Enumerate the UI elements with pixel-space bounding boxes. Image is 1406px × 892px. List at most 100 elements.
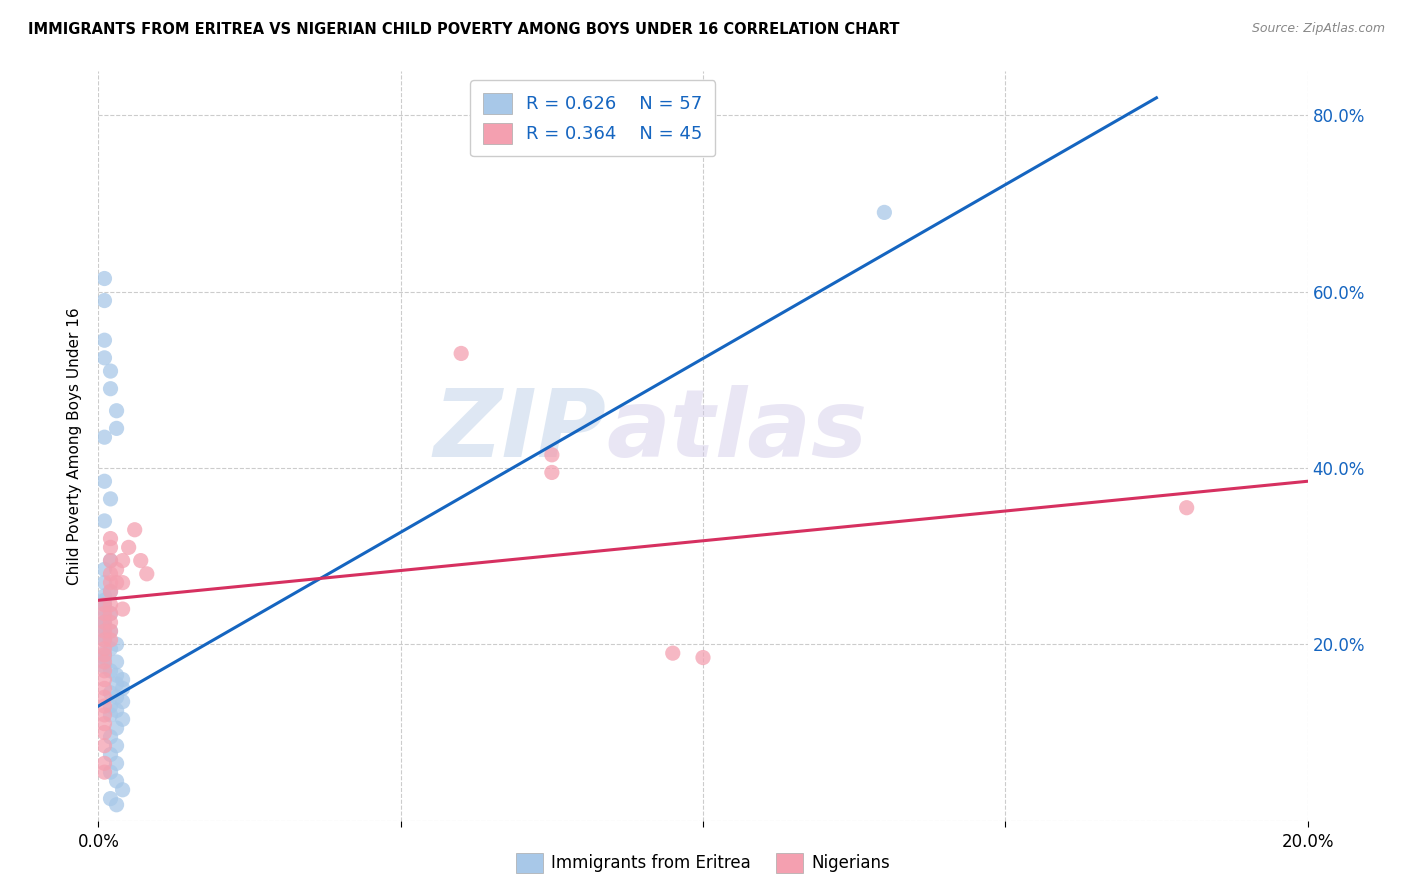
Point — [100, 699, 122, 714]
Point — [100, 575, 122, 590]
Point — [93, 351, 115, 365]
Point — [111, 695, 134, 709]
Point — [93, 611, 115, 625]
Point — [105, 637, 128, 651]
Point — [100, 632, 122, 647]
Point — [93, 293, 115, 308]
Point — [540, 448, 562, 462]
Point — [100, 664, 122, 678]
Point — [100, 607, 122, 621]
Text: ZIP: ZIP — [433, 385, 606, 477]
Point — [93, 659, 115, 673]
Point — [93, 607, 115, 621]
Point — [93, 632, 115, 647]
Point — [661, 646, 683, 660]
Point — [93, 650, 115, 665]
Legend: R = 0.626    N = 57, R = 0.364    N = 45: R = 0.626 N = 57, R = 0.364 N = 45 — [470, 80, 716, 156]
Point — [100, 624, 122, 639]
Point — [692, 650, 714, 665]
Point — [93, 664, 115, 678]
Point — [111, 782, 134, 797]
Point — [93, 615, 115, 630]
Point — [100, 707, 122, 722]
Point — [93, 707, 115, 722]
Text: Source: ZipAtlas.com: Source: ZipAtlas.com — [1251, 22, 1385, 36]
Point — [100, 607, 122, 621]
Point — [100, 730, 122, 744]
Point — [100, 765, 122, 780]
Point — [129, 553, 152, 567]
Point — [100, 553, 122, 567]
Point — [93, 620, 115, 634]
Point — [93, 562, 115, 576]
Point — [93, 725, 115, 739]
Point — [135, 566, 157, 581]
Point — [111, 553, 134, 567]
Point — [105, 774, 128, 789]
Point — [93, 648, 115, 662]
Point — [1175, 500, 1198, 515]
Point — [105, 756, 128, 771]
Point — [105, 703, 128, 717]
Point — [111, 602, 134, 616]
Point — [540, 466, 562, 480]
Point — [100, 584, 122, 599]
Point — [93, 628, 115, 642]
Point — [105, 797, 128, 812]
Point — [105, 739, 128, 753]
Point — [93, 756, 115, 771]
Point — [93, 765, 115, 780]
Point — [93, 271, 115, 285]
Point — [100, 584, 122, 599]
Point — [93, 514, 115, 528]
Point — [450, 346, 472, 360]
Point — [93, 655, 115, 669]
Point — [100, 566, 122, 581]
Point — [100, 532, 122, 546]
Point — [105, 690, 128, 705]
Point — [105, 668, 128, 682]
Point — [93, 673, 115, 687]
Point — [100, 553, 122, 567]
Point — [105, 655, 128, 669]
Point — [100, 641, 122, 656]
Point — [93, 716, 115, 731]
Point — [111, 681, 134, 696]
Point — [93, 690, 115, 705]
Point — [100, 364, 122, 378]
Point — [105, 677, 128, 691]
Text: atlas: atlas — [606, 385, 868, 477]
Point — [105, 575, 128, 590]
Point — [105, 562, 128, 576]
Point — [873, 205, 896, 219]
Point — [100, 747, 122, 762]
Point — [124, 523, 146, 537]
Point — [93, 632, 115, 647]
Point — [105, 403, 128, 417]
Point — [93, 589, 115, 603]
Point — [93, 475, 115, 489]
Point — [118, 541, 141, 555]
Point — [100, 598, 122, 612]
Point — [93, 333, 115, 347]
Point — [93, 622, 115, 636]
Point — [100, 541, 122, 555]
Point — [105, 421, 128, 435]
Text: IMMIGRANTS FROM ERITREA VS NIGERIAN CHILD POVERTY AMONG BOYS UNDER 16 CORRELATIO: IMMIGRANTS FROM ERITREA VS NIGERIAN CHIL… — [28, 22, 900, 37]
Point — [100, 791, 122, 805]
Point — [100, 491, 122, 506]
Point — [93, 615, 115, 630]
Point — [111, 712, 134, 726]
Point — [93, 681, 115, 696]
Point — [111, 575, 134, 590]
Legend: Immigrants from Eritrea, Nigerians: Immigrants from Eritrea, Nigerians — [509, 847, 897, 880]
Point — [93, 739, 115, 753]
Point — [100, 382, 122, 396]
Point — [93, 598, 115, 612]
Y-axis label: Child Poverty Among Boys Under 16: Child Poverty Among Boys Under 16 — [67, 307, 83, 585]
Point — [93, 575, 115, 590]
Point — [100, 686, 122, 700]
Point — [100, 624, 122, 639]
Point — [105, 721, 128, 735]
Point — [93, 699, 115, 714]
